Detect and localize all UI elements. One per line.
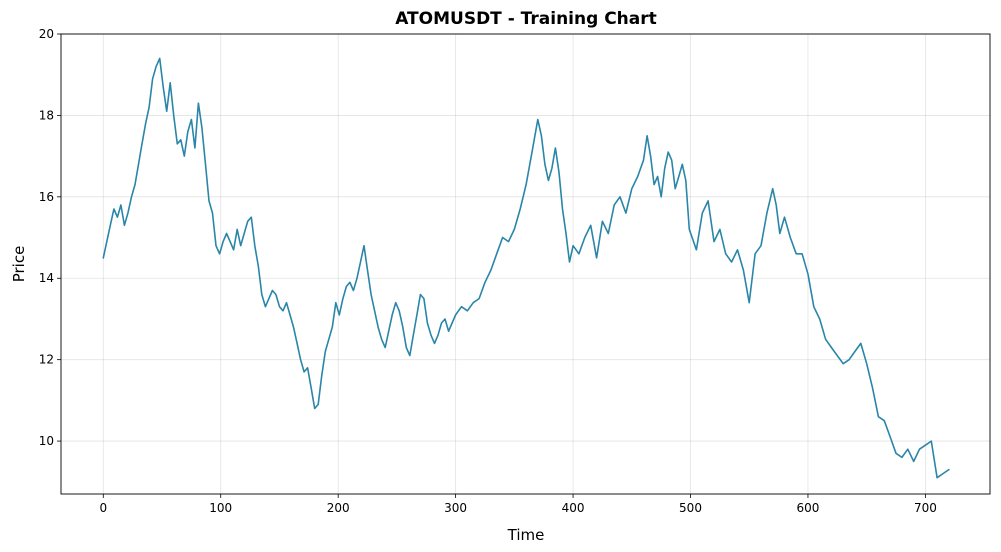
y-tick-label: 20 xyxy=(39,27,54,41)
y-tick-label: 14 xyxy=(39,271,54,285)
x-tick-label: 300 xyxy=(444,501,467,515)
x-tick-label: 500 xyxy=(679,501,702,515)
x-tick-label: 0 xyxy=(99,501,107,515)
y-tick-label: 12 xyxy=(39,353,54,367)
x-tick-label: 200 xyxy=(327,501,350,515)
y-axis-label: Price xyxy=(10,246,28,283)
y-tick-label: 16 xyxy=(39,190,54,204)
y-axis: 10 12 14 16 18 20 xyxy=(39,27,61,448)
x-axis: 0 100 200 300 400 500 600 700 xyxy=(99,494,937,515)
x-tick-label: 600 xyxy=(797,501,820,515)
x-tick-label: 700 xyxy=(914,501,937,515)
y-tick-label: 18 xyxy=(39,108,54,122)
y-tick-label: 10 xyxy=(39,434,54,448)
series-layer xyxy=(102,57,950,479)
plot-area xyxy=(60,33,991,495)
chart-title: ATOMUSDT - Training Chart xyxy=(395,9,657,29)
price-series-line xyxy=(102,57,950,479)
x-axis-label: Time xyxy=(507,526,545,544)
x-tick-label: 100 xyxy=(209,501,232,515)
x-tick-label: 400 xyxy=(562,501,585,515)
